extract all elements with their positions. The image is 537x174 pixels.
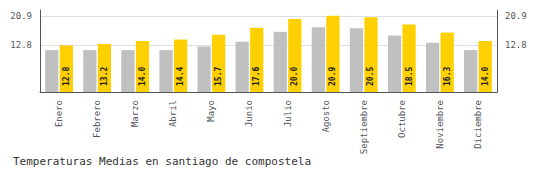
svg-text:Febrero: Febrero — [92, 100, 102, 138]
svg-text:13.2: 13.2 — [100, 67, 109, 86]
svg-text:20.9: 20.9 — [10, 11, 32, 21]
svg-text:Temperaturas Medias en santiag: Temperaturas Medias en santiago de compo… — [13, 155, 311, 168]
svg-text:Mayo: Mayo — [206, 100, 216, 122]
svg-text:12.8: 12.8 — [10, 40, 32, 50]
svg-text:Julio: Julio — [283, 100, 293, 127]
svg-text:20.5: 20.5 — [366, 67, 375, 86]
svg-text:Abril: Abril — [168, 100, 178, 127]
svg-text:20.9: 20.9 — [505, 11, 527, 21]
svg-text:14.0: 14.0 — [481, 67, 490, 86]
svg-text:18.5: 18.5 — [405, 67, 414, 86]
svg-text:Junio: Junio — [244, 100, 254, 127]
svg-text:16.3: 16.3 — [443, 67, 452, 86]
svg-text:14.4: 14.4 — [176, 67, 185, 86]
svg-text:12.8: 12.8 — [505, 40, 527, 50]
svg-text:12.8: 12.8 — [62, 67, 71, 86]
svg-text:20.9: 20.9 — [328, 67, 337, 86]
svg-text:14.0: 14.0 — [138, 67, 147, 86]
svg-text:17.6: 17.6 — [252, 67, 261, 86]
svg-text:Marzo: Marzo — [130, 100, 140, 127]
svg-text:20.0: 20.0 — [290, 67, 299, 86]
svg-text:15.7: 15.7 — [214, 67, 223, 86]
svg-text:Enero: Enero — [54, 100, 64, 127]
svg-text:Agosto: Agosto — [321, 100, 331, 133]
svg-text:Septiembre: Septiembre — [359, 100, 369, 154]
svg-text:Diciembre: Diciembre — [473, 100, 483, 149]
svg-text:Octubre: Octubre — [397, 100, 407, 138]
svg-text:Noviembre: Noviembre — [435, 100, 445, 149]
